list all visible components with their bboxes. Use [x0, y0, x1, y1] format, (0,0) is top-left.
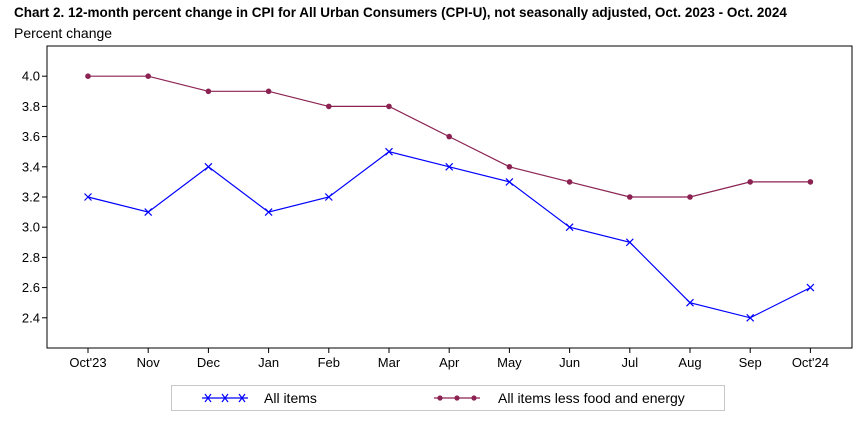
data-point — [445, 162, 454, 171]
data-point — [326, 103, 332, 110]
data-point — [85, 73, 91, 79]
y-tick-label: 3.4 — [22, 159, 40, 174]
data-point — [265, 88, 272, 95]
data-point — [386, 103, 392, 110]
x-tick-label: Nov — [137, 355, 161, 370]
data-point — [144, 208, 153, 217]
x-tick-label: Jun — [559, 355, 580, 370]
legend-label-all-items: All items — [264, 390, 317, 406]
data-point — [627, 194, 633, 200]
data-point — [625, 238, 634, 247]
data-point — [687, 194, 693, 200]
y-tick-label: 2.8 — [22, 250, 40, 265]
series-0 — [84, 147, 815, 322]
data-point — [686, 298, 694, 307]
data-point — [145, 73, 151, 79]
data-point — [264, 208, 273, 217]
y-tick-label: 2.6 — [22, 280, 40, 295]
x-tick-label: Jan — [258, 355, 279, 370]
data-point — [324, 193, 333, 201]
data-point — [446, 133, 453, 140]
x-tick-labels: Oct'23 Nov Dec Jan Feb Mar Apr May Jun Jul Aug Sep O… — [69, 348, 829, 370]
x-tick-label: May — [497, 355, 522, 370]
x-tick-label: Aug — [678, 355, 701, 370]
x-tick-label: Jul — [621, 355, 638, 370]
chart-title: Chart 2. 12-month percent change in CPI … — [14, 5, 787, 20]
series-1 — [85, 73, 814, 200]
data-point — [807, 179, 814, 185]
data-point — [204, 162, 213, 171]
data-point — [746, 313, 755, 322]
x-tick-label: Dec — [197, 355, 221, 370]
data-point — [385, 147, 393, 156]
y-tick-label: 3.6 — [22, 129, 40, 144]
y-tick-label: 2.4 — [22, 310, 40, 325]
data-point — [506, 164, 513, 170]
x-tick-label: Mar — [378, 355, 401, 370]
data-point — [806, 283, 815, 292]
y-axis-label: Percent change — [14, 25, 113, 41]
y-tick-label: 3.0 — [22, 220, 40, 235]
chart-series — [84, 73, 815, 322]
data-point — [84, 193, 92, 201]
legend-swatch-core — [434, 395, 480, 401]
x-tick-label: Feb — [318, 355, 340, 370]
data-point — [565, 223, 574, 232]
data-point — [747, 179, 753, 185]
series-line — [87, 151, 811, 319]
legend-swatch-all-items — [202, 393, 248, 403]
data-point — [566, 179, 573, 185]
y-tick-label: 4.0 — [22, 69, 40, 84]
x-tick-label: Apr — [439, 355, 460, 370]
data-point — [505, 177, 514, 186]
data-point — [205, 88, 212, 95]
y-tick-label: 3.8 — [22, 99, 40, 114]
y-tick-labels: 4.0 3.8 3.6 3.4 3.2 3.0 2.8 2.6 2.4 — [22, 69, 47, 325]
legend-label-core: All items less food and energy — [498, 390, 685, 406]
x-tick-label: Sep — [739, 355, 762, 370]
y-tick-label: 3.2 — [22, 190, 40, 205]
chart-legend: All items All items less food and energy — [171, 385, 725, 411]
x-tick-label: Oct'24 — [792, 355, 829, 370]
x-tick-label: Oct'23 — [69, 355, 106, 370]
